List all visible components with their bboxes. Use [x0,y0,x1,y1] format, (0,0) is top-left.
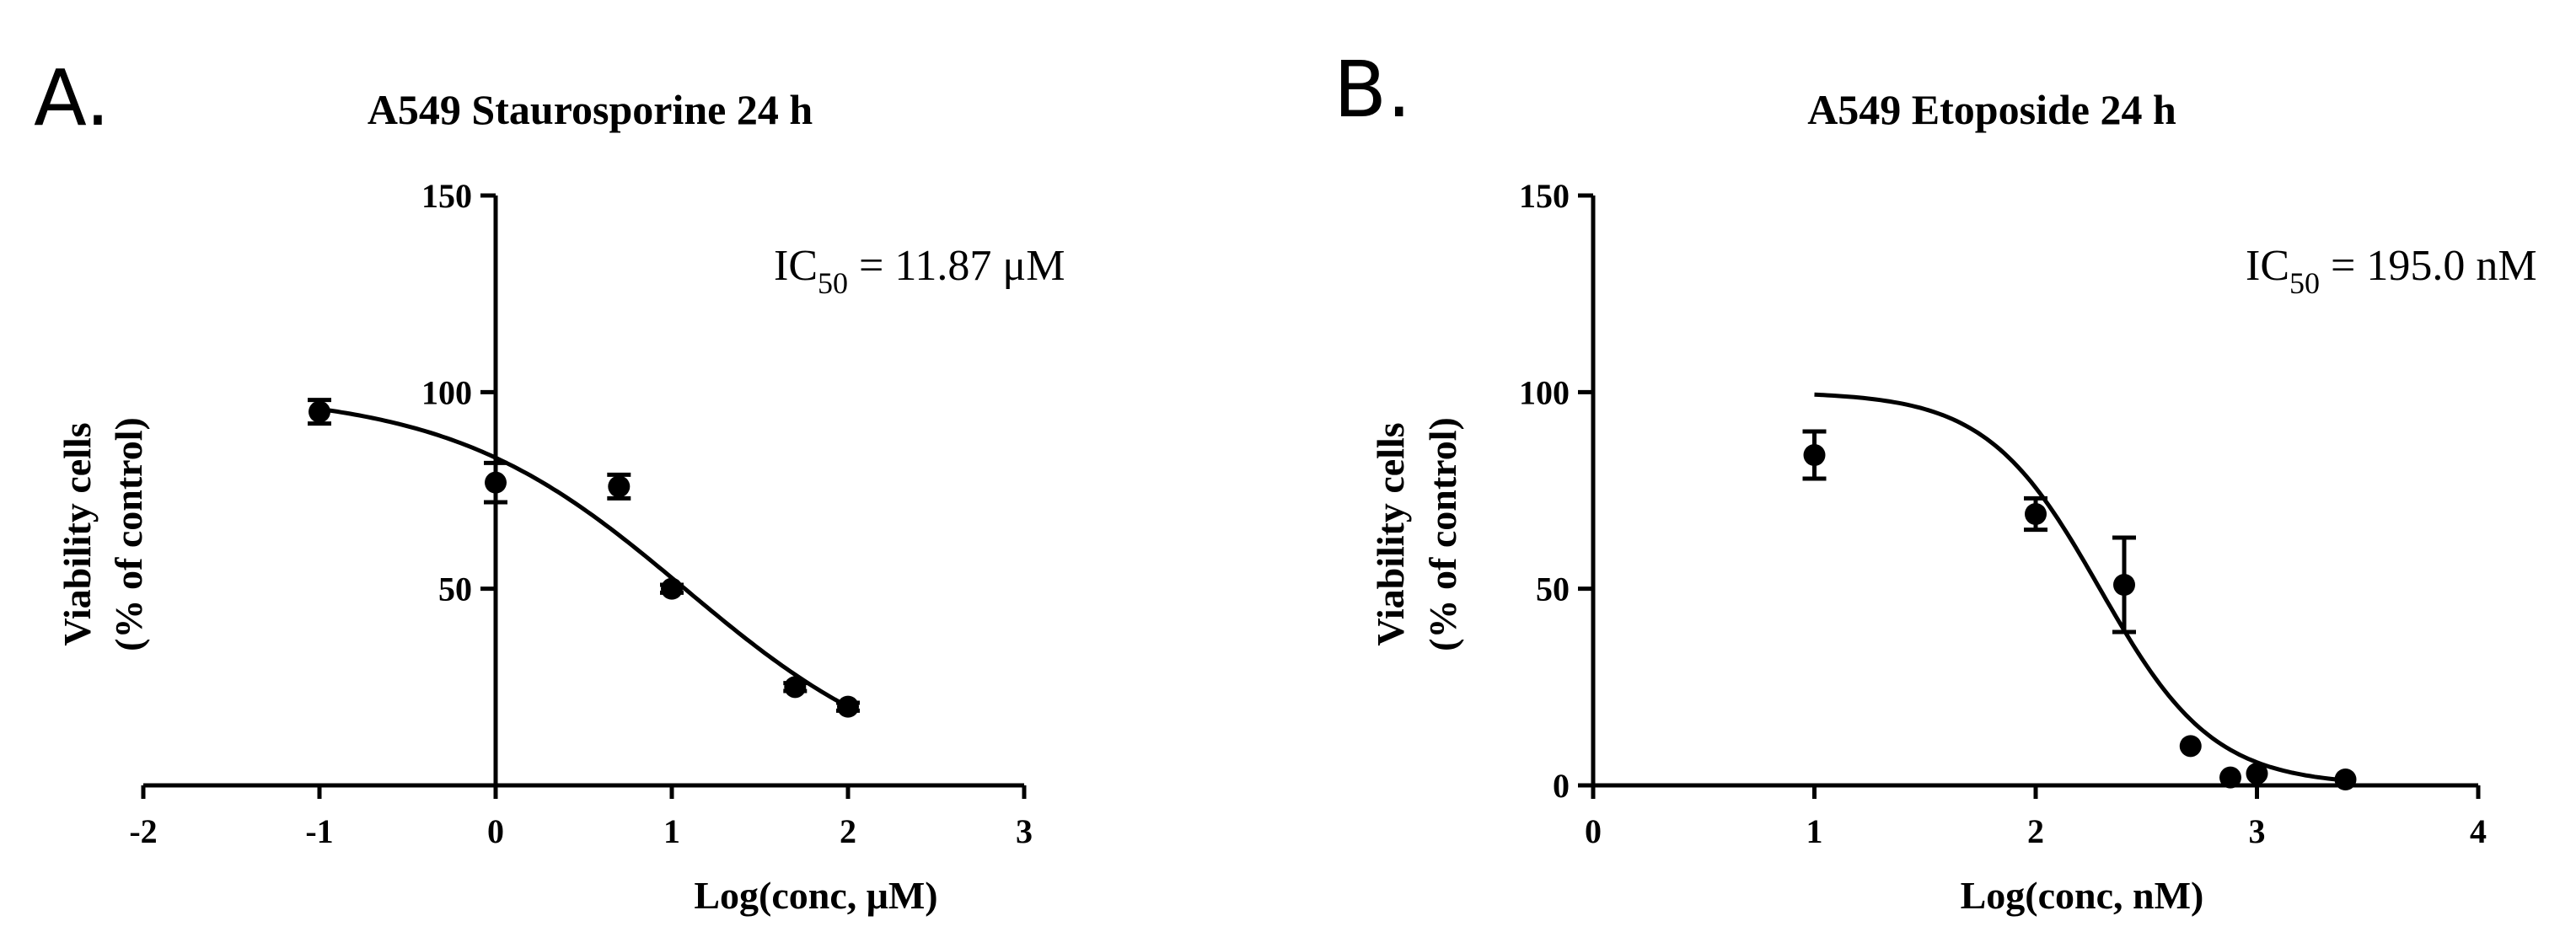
x-tick-label-a: 3 [1016,812,1033,850]
chart-title-b: A549 Etoposide 24 h [1807,86,2176,133]
data-point-b [2113,574,2135,596]
x-tick-label-b: 1 [1806,812,1823,850]
data-point-b [1803,444,1826,466]
y-tick-label-b: 100 [1519,373,1570,411]
y-tick-label-b: 150 [1519,177,1570,215]
x-axis-label-b: Log(conc, nM) [1961,874,2204,917]
y-tick-label-b: 50 [1536,570,1570,608]
x-tick-label-b: 2 [2027,812,2044,850]
fit-curve-b [1814,392,2346,783]
data-point-b [2219,766,2241,789]
ic50-annotation-a: IC50 = 11.87 μM [774,242,1065,300]
fit-curve-a [319,406,850,709]
data-point-a [784,676,807,699]
ic50-annotation-b: IC50 = 195.0 nM [2246,242,2537,300]
panel-a: A. A549 Staurosporine 24 h IC50 = 11.87 … [34,53,1065,917]
x-tick-label-a: 0 [487,812,504,850]
y-tick-label-a: 150 [421,177,472,215]
data-point-b [2025,503,2047,525]
x-tick-label-a: 1 [663,812,680,850]
plot-area-b: 0 1 2 3 4 0 50 100 150 [1519,177,2487,850]
data-point-a [608,475,631,498]
y-axis-label-a-line1: Viability cells [56,422,99,645]
y-tick-label-a: 100 [421,373,472,411]
y-tick-label-b: 0 [1553,767,1570,805]
panel-letter-b: B. [1334,45,1411,135]
x-tick-label-a: 2 [840,812,856,850]
chart-title-a: A549 Staurosporine 24 h [368,86,813,133]
y-axis-label-b-line1: Viability cells [1369,422,1412,645]
data-point-a [837,695,859,718]
y-tick-label-a: 50 [438,570,472,608]
data-point-b [2179,735,2202,758]
x-tick-label-b: 4 [2470,812,2487,850]
data-point-b [2246,763,2268,785]
y-axis-label-b-line2: (% of control) [1421,417,1464,651]
x-tick-label-b: 0 [1585,812,1602,850]
data-point-a [661,577,683,600]
panel-b: B. A549 Etoposide 24 h IC50 = 195.0 nM L… [1334,45,2537,917]
plot-area-a: -2 -1 0 1 2 3 50 100 150 [129,177,1033,850]
x-tick-label-a: -2 [129,812,157,850]
x-axis-label-a: Log(conc, μM) [694,874,937,917]
x-tick-label-a: -1 [305,812,333,850]
data-point-a [309,400,330,423]
data-point-b [2334,769,2357,790]
y-axis-label-a-line2: (% of control) [107,417,150,651]
x-tick-label-b: 3 [2249,812,2266,850]
panel-letter-a: A. [34,53,110,143]
data-point-a [485,471,507,494]
